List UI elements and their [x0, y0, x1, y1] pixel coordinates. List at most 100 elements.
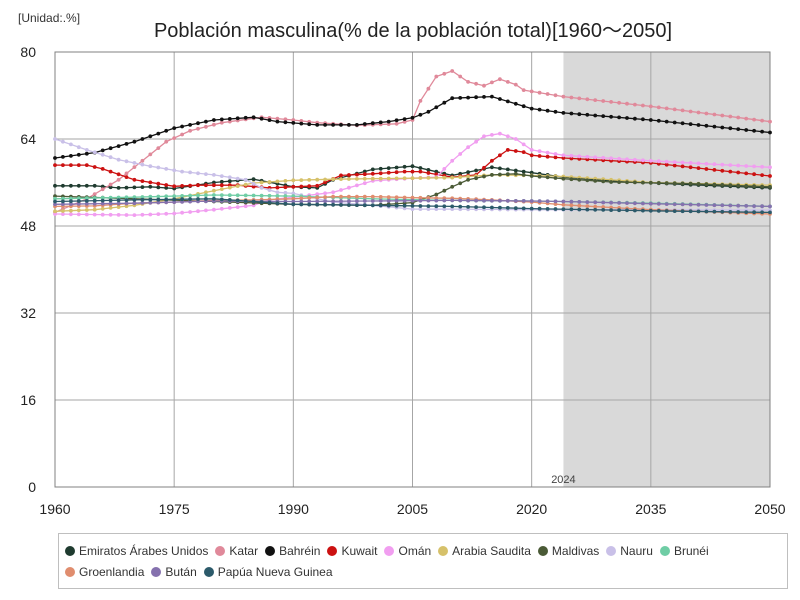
data-point: [140, 162, 145, 167]
data-point: [124, 171, 129, 176]
data-point: [609, 156, 613, 161]
data-point: [180, 197, 185, 202]
data-point: [180, 169, 185, 174]
data-point: [323, 123, 327, 127]
data-point: [720, 113, 725, 118]
data-point: [760, 184, 764, 189]
data-point: [92, 196, 97, 200]
data-point: [92, 198, 97, 203]
data-point: [108, 169, 113, 174]
data-point: [696, 110, 701, 115]
y-tick-label: 64: [20, 131, 36, 147]
data-point: [752, 204, 756, 209]
data-point: [498, 205, 502, 210]
forecast-region: [563, 52, 770, 487]
data-point: [378, 171, 383, 176]
data-point: [370, 167, 375, 172]
data-point: [331, 177, 335, 182]
data-point: [275, 185, 280, 190]
data-point: [712, 168, 717, 172]
data-point: [680, 108, 685, 113]
data-point: [307, 202, 312, 207]
data-point: [76, 199, 81, 203]
data-point: [370, 171, 375, 176]
x-tick-label: 2005: [397, 501, 428, 517]
data-point: [688, 122, 693, 126]
data-point: [188, 123, 193, 127]
data-point: [752, 164, 756, 169]
data-point: [752, 172, 756, 177]
data-point: [235, 205, 240, 210]
data-point: [553, 152, 558, 156]
data-point: [537, 206, 542, 211]
data-point: [728, 126, 733, 131]
data-point: [370, 121, 375, 126]
data-point: [299, 196, 304, 201]
data-point: [617, 115, 621, 120]
data-point: [577, 207, 582, 212]
data-point: [69, 196, 73, 201]
data-point: [466, 145, 470, 150]
data-point: [164, 183, 169, 187]
data-point: [76, 183, 81, 188]
data-point: [426, 204, 431, 209]
data-point: [61, 199, 65, 204]
data-point: [61, 212, 65, 217]
data-point: [378, 166, 383, 171]
data-point: [410, 198, 415, 203]
data-point: [180, 200, 185, 204]
data-point: [76, 145, 81, 150]
data-point: [752, 184, 756, 189]
data-point: [108, 212, 113, 217]
data-point: [513, 206, 518, 211]
data-point: [355, 177, 359, 181]
data-point: [283, 120, 288, 125]
data-point: [299, 178, 304, 183]
data-point: [53, 137, 57, 141]
data-point: [553, 207, 558, 211]
data-point: [156, 200, 161, 205]
data-point: [505, 172, 510, 177]
data-point: [108, 146, 113, 151]
data-point: [251, 182, 256, 186]
data-point: [633, 201, 637, 206]
data-point: [307, 196, 312, 200]
data-point: [696, 202, 701, 207]
data-point: [712, 209, 717, 214]
data-point: [458, 152, 463, 156]
data-point: [61, 139, 65, 144]
data-point: [545, 92, 550, 96]
data-point: [164, 167, 169, 171]
data-point: [704, 203, 709, 207]
data-point: [100, 212, 105, 217]
data-point: [426, 171, 431, 175]
data-point: [418, 204, 423, 208]
data-point: [124, 195, 129, 200]
legend-swatch: [327, 546, 338, 556]
data-point: [553, 109, 558, 114]
data-point: [355, 123, 359, 127]
data-point: [442, 100, 447, 105]
data-point: [235, 116, 240, 121]
legend-label: Maldivas: [551, 544, 600, 558]
data-point: [148, 134, 153, 139]
data-point: [307, 122, 312, 127]
data-point: [521, 88, 526, 92]
legend-swatch: [265, 546, 276, 556]
data-point: [601, 155, 606, 160]
legend-item: Arabia Saudita: [438, 544, 531, 558]
data-point: [744, 171, 749, 176]
data-point: [299, 184, 304, 189]
data-point: [219, 187, 224, 192]
data-point: [108, 155, 113, 160]
data-point: [664, 181, 669, 186]
data-point: [760, 204, 764, 209]
data-point: [688, 202, 693, 207]
data-point: [394, 118, 399, 123]
data-point: [513, 171, 518, 176]
data-point: [124, 175, 129, 180]
data-point: [704, 209, 709, 214]
data-point: [76, 212, 81, 217]
data-point: [267, 193, 272, 198]
data-point: [402, 117, 407, 121]
